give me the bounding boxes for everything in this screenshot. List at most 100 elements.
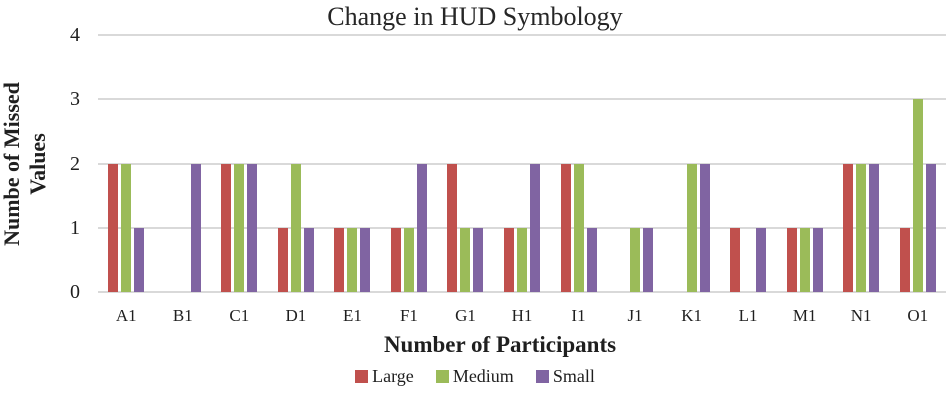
bar-small-k1 xyxy=(699,163,710,292)
chart-legend: Large Medium Small xyxy=(0,366,950,387)
gridline xyxy=(98,34,946,36)
bar-small-j1 xyxy=(643,227,654,292)
y-tick-label: 3 xyxy=(70,88,80,111)
y-tick-label: 0 xyxy=(70,281,80,303)
bar-group-b1 xyxy=(155,35,212,292)
x-tick-label-c1: C1 xyxy=(229,306,250,325)
bar-large-a1 xyxy=(108,163,119,292)
gridline xyxy=(98,162,946,165)
plot-area xyxy=(98,34,946,293)
bar-medium-n1 xyxy=(856,163,867,292)
bar-large-d1 xyxy=(277,227,288,292)
x-tick-label-j1: J1 xyxy=(627,306,643,325)
bar-small-g1 xyxy=(473,227,484,292)
x-tick-label-k1: K1 xyxy=(681,306,702,325)
x-tick-label-h1: H1 xyxy=(511,306,533,325)
bar-group-i1 xyxy=(550,35,607,292)
bar-small-h1 xyxy=(529,163,540,292)
bar-medium-g1 xyxy=(460,227,471,292)
bar-medium-a1 xyxy=(121,163,132,292)
bar-medium-m1 xyxy=(799,227,810,292)
y-axis-label-wrap: Numbe of Missed Values xyxy=(0,35,50,292)
bar-small-c1 xyxy=(247,163,258,292)
bar-medium-k1 xyxy=(686,163,697,292)
legend-item-large: Large xyxy=(355,366,414,387)
bar-group-n1 xyxy=(833,35,890,292)
bar-large-c1 xyxy=(221,163,232,292)
bar-large-f1 xyxy=(390,227,401,292)
legend-swatch-icon xyxy=(435,370,449,383)
bar-medium-d1 xyxy=(290,163,301,292)
y-axis-ticks: 0 1 2 3 4 xyxy=(50,25,80,302)
y-tick-label: 1 xyxy=(70,216,80,239)
bar-large-i1 xyxy=(560,163,571,292)
bar-small-o1 xyxy=(925,163,936,292)
bar-small-b1 xyxy=(190,163,201,292)
bar-small-a1 xyxy=(134,227,145,292)
legend-label: Large xyxy=(372,366,414,386)
bar-group-k1 xyxy=(663,35,720,292)
bar-small-l1 xyxy=(756,227,767,292)
bar-large-l1 xyxy=(730,227,741,292)
gridline xyxy=(98,98,946,101)
bar-small-n1 xyxy=(869,163,880,292)
bar-large-m1 xyxy=(786,227,797,292)
x-tick-label-l1: L1 xyxy=(738,306,758,325)
y-axis-title-line2: Values xyxy=(25,132,50,195)
gridline xyxy=(98,291,946,293)
legend-item-medium: Medium xyxy=(435,366,514,387)
bar-group-j1 xyxy=(607,35,664,292)
bar-medium-o1 xyxy=(912,99,923,292)
chart-body: Numbe of Missed Values 0 1 2 3 4 xyxy=(0,25,950,302)
x-axis-title: Number of Participants xyxy=(383,332,617,357)
x-tick-label-e1: E1 xyxy=(342,306,362,325)
x-tick-label-g1: G1 xyxy=(455,306,476,325)
x-tick-label-o1: O1 xyxy=(907,306,929,325)
chart-title: Change in HUD Symbology xyxy=(327,2,623,31)
bar-large-e1 xyxy=(334,227,345,292)
legend-label: Small xyxy=(552,366,595,386)
x-tick-label-i1: I1 xyxy=(571,306,586,325)
bar-group-h1 xyxy=(494,35,551,292)
x-tick-label-a1: A1 xyxy=(115,306,137,325)
bar-group-e1 xyxy=(324,35,381,292)
bar-large-n1 xyxy=(843,163,854,292)
bar-medium-j1 xyxy=(630,227,641,292)
y-tick-label: 2 xyxy=(70,152,80,175)
bar-medium-h1 xyxy=(516,227,527,292)
x-tick-label-n1: N1 xyxy=(850,306,872,325)
bar-medium-f1 xyxy=(403,227,414,292)
bar-group-l1 xyxy=(720,35,777,292)
bar-small-m1 xyxy=(812,227,823,292)
x-axis-ticks: A1 B1 C1 D1 E1 F1 G1 H1 I1 J1 K1 L1 M1 N1 O1 xyxy=(98,292,946,326)
bar-small-i1 xyxy=(586,227,597,292)
bar-large-g1 xyxy=(447,163,458,292)
bar-group-c1 xyxy=(211,35,268,292)
bar-large-h1 xyxy=(503,227,514,292)
x-tick-label-f1: F1 xyxy=(399,306,418,325)
bar-small-f1 xyxy=(416,163,427,292)
x-tick-label-b1: B1 xyxy=(172,306,193,325)
bar-large-o1 xyxy=(899,227,910,292)
bar-medium-i1 xyxy=(573,163,584,292)
legend-swatch-icon xyxy=(355,370,369,383)
legend-label: Medium xyxy=(452,366,514,386)
y-axis-title: Numbe of Missed Values xyxy=(0,82,51,246)
legend-item-small: Small xyxy=(535,366,595,387)
y-tick-label: 4 xyxy=(70,24,80,46)
bar-group-m1 xyxy=(776,35,833,292)
bar-medium-e1 xyxy=(347,227,358,292)
bar-small-d1 xyxy=(303,227,314,292)
bar-medium-c1 xyxy=(234,163,245,292)
bar-group-d1 xyxy=(268,35,325,292)
bar-group-g1 xyxy=(437,35,494,292)
x-tick-label-m1: M1 xyxy=(792,306,817,325)
bar-group-f1 xyxy=(381,35,438,292)
legend-swatch-icon xyxy=(535,370,549,383)
bars-layer xyxy=(98,35,946,292)
bar-group-o1 xyxy=(889,35,946,292)
bar-group-a1 xyxy=(98,35,155,292)
y-axis-title-line1: Numbe of Missed xyxy=(0,81,24,246)
x-tick-label-d1: D1 xyxy=(285,306,307,325)
